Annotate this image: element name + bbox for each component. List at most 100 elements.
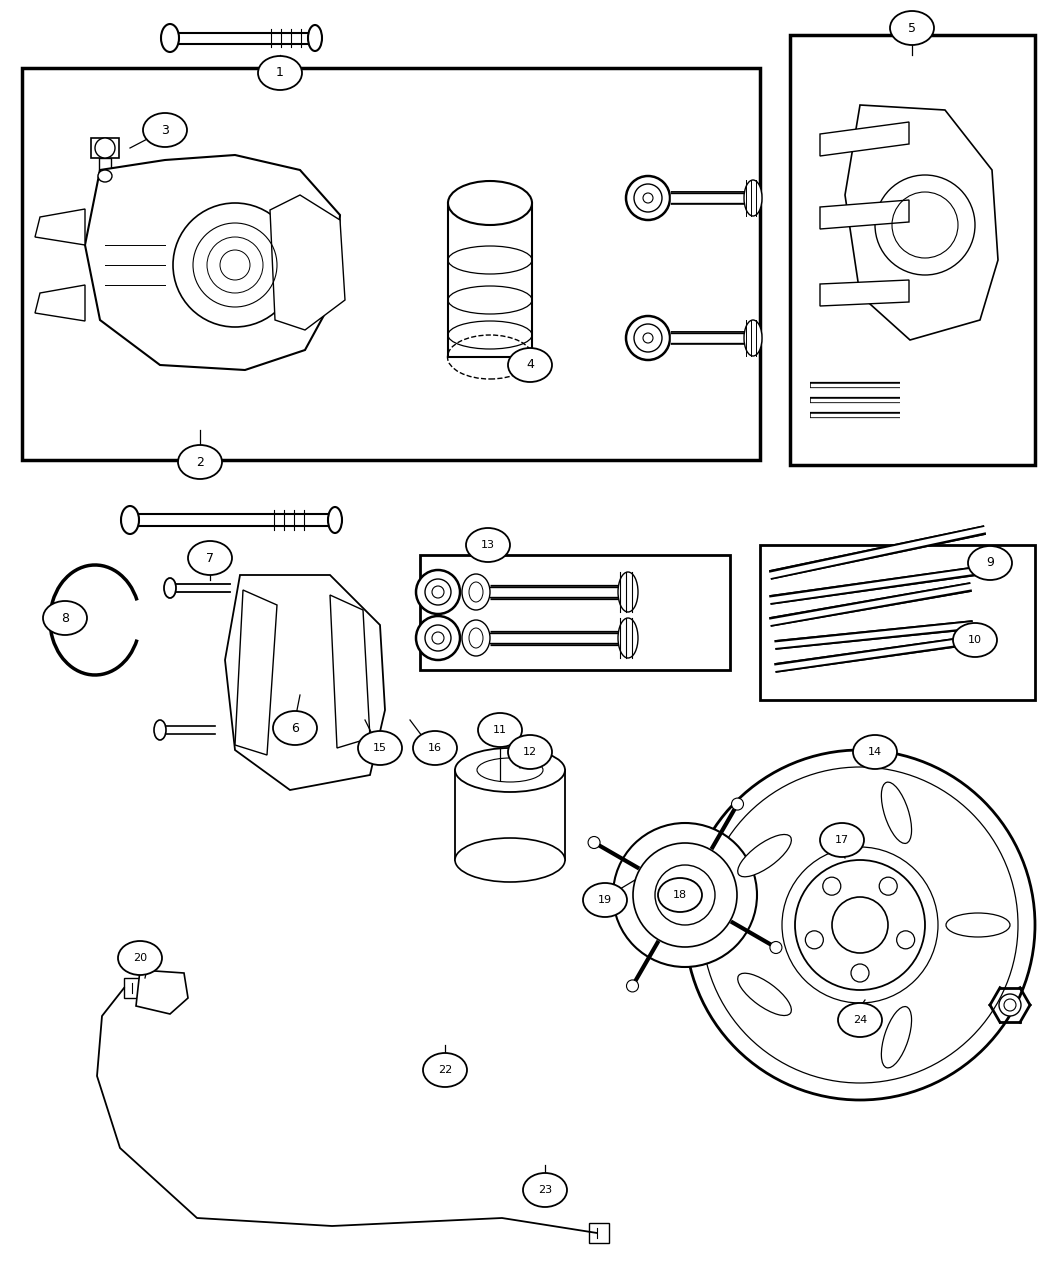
Polygon shape bbox=[820, 280, 909, 306]
Text: 24: 24 bbox=[853, 1015, 867, 1025]
Ellipse shape bbox=[820, 822, 864, 857]
Ellipse shape bbox=[946, 913, 1010, 937]
Ellipse shape bbox=[508, 734, 552, 769]
Text: 1: 1 bbox=[276, 66, 284, 79]
Ellipse shape bbox=[455, 838, 565, 882]
Text: 18: 18 bbox=[673, 890, 687, 900]
Ellipse shape bbox=[455, 748, 565, 792]
Ellipse shape bbox=[738, 973, 792, 1015]
Polygon shape bbox=[330, 595, 370, 748]
Circle shape bbox=[850, 964, 869, 982]
Polygon shape bbox=[136, 970, 188, 1014]
Circle shape bbox=[432, 632, 444, 644]
Bar bbox=[760, 544, 1035, 700]
Circle shape bbox=[897, 931, 915, 949]
Ellipse shape bbox=[121, 506, 139, 534]
Text: 3: 3 bbox=[161, 124, 169, 136]
Ellipse shape bbox=[744, 180, 762, 215]
Ellipse shape bbox=[618, 572, 638, 612]
Circle shape bbox=[432, 586, 444, 598]
Ellipse shape bbox=[413, 731, 457, 765]
Ellipse shape bbox=[164, 578, 176, 598]
Bar bbox=[455, 770, 565, 861]
Ellipse shape bbox=[744, 320, 762, 356]
Ellipse shape bbox=[658, 878, 702, 912]
Circle shape bbox=[732, 798, 743, 810]
Ellipse shape bbox=[953, 623, 997, 657]
Text: 2: 2 bbox=[196, 455, 204, 468]
Ellipse shape bbox=[462, 620, 490, 657]
Circle shape bbox=[626, 316, 670, 360]
Circle shape bbox=[1004, 1000, 1016, 1011]
Circle shape bbox=[588, 836, 600, 848]
Text: 16: 16 bbox=[428, 743, 442, 754]
Ellipse shape bbox=[478, 713, 522, 747]
Circle shape bbox=[832, 898, 888, 952]
Polygon shape bbox=[225, 575, 385, 790]
Ellipse shape bbox=[881, 1006, 911, 1068]
Text: 12: 12 bbox=[523, 747, 537, 757]
Text: 4: 4 bbox=[526, 358, 534, 371]
Ellipse shape bbox=[118, 941, 162, 975]
Ellipse shape bbox=[43, 601, 87, 635]
Ellipse shape bbox=[178, 445, 222, 479]
Text: 17: 17 bbox=[835, 835, 849, 845]
Bar bbox=[589, 1223, 609, 1243]
Ellipse shape bbox=[523, 1173, 567, 1207]
Polygon shape bbox=[85, 156, 340, 370]
Circle shape bbox=[999, 994, 1021, 1016]
Circle shape bbox=[770, 941, 782, 954]
Circle shape bbox=[627, 980, 638, 992]
Text: 5: 5 bbox=[908, 22, 916, 34]
Ellipse shape bbox=[881, 782, 911, 844]
Text: 20: 20 bbox=[133, 952, 147, 963]
Circle shape bbox=[94, 138, 116, 158]
Circle shape bbox=[875, 175, 975, 275]
Text: 14: 14 bbox=[868, 747, 882, 757]
Circle shape bbox=[643, 333, 653, 343]
Ellipse shape bbox=[618, 618, 638, 658]
Text: 10: 10 bbox=[968, 635, 982, 645]
Ellipse shape bbox=[583, 884, 627, 917]
Ellipse shape bbox=[308, 26, 322, 51]
Ellipse shape bbox=[838, 1003, 882, 1037]
Ellipse shape bbox=[188, 541, 232, 575]
Ellipse shape bbox=[508, 348, 552, 382]
Ellipse shape bbox=[448, 181, 532, 224]
Circle shape bbox=[685, 750, 1035, 1100]
Bar bbox=[22, 68, 760, 460]
Ellipse shape bbox=[738, 834, 792, 877]
Polygon shape bbox=[270, 195, 345, 330]
Text: 6: 6 bbox=[291, 722, 299, 734]
Text: 13: 13 bbox=[481, 541, 495, 550]
Circle shape bbox=[669, 878, 701, 912]
Circle shape bbox=[416, 570, 460, 615]
Circle shape bbox=[626, 176, 670, 221]
Polygon shape bbox=[35, 286, 85, 321]
Polygon shape bbox=[845, 105, 997, 340]
Circle shape bbox=[416, 616, 460, 660]
Ellipse shape bbox=[154, 720, 166, 739]
Text: 8: 8 bbox=[61, 612, 69, 625]
Bar bbox=[790, 34, 1035, 465]
Circle shape bbox=[173, 203, 297, 326]
Circle shape bbox=[613, 822, 757, 966]
Circle shape bbox=[643, 193, 653, 203]
Ellipse shape bbox=[853, 734, 897, 769]
Ellipse shape bbox=[328, 507, 342, 533]
Polygon shape bbox=[35, 209, 85, 245]
Bar bbox=[99, 158, 111, 176]
Ellipse shape bbox=[98, 170, 112, 182]
Circle shape bbox=[655, 864, 715, 924]
Ellipse shape bbox=[968, 546, 1012, 580]
Polygon shape bbox=[820, 200, 909, 230]
Text: 22: 22 bbox=[438, 1065, 453, 1075]
Text: 9: 9 bbox=[986, 556, 994, 570]
Text: 11: 11 bbox=[494, 725, 507, 734]
Ellipse shape bbox=[466, 528, 510, 562]
Polygon shape bbox=[820, 122, 909, 156]
Bar bbox=[448, 203, 532, 357]
Polygon shape bbox=[235, 590, 277, 755]
Circle shape bbox=[795, 861, 925, 989]
Ellipse shape bbox=[462, 574, 490, 609]
